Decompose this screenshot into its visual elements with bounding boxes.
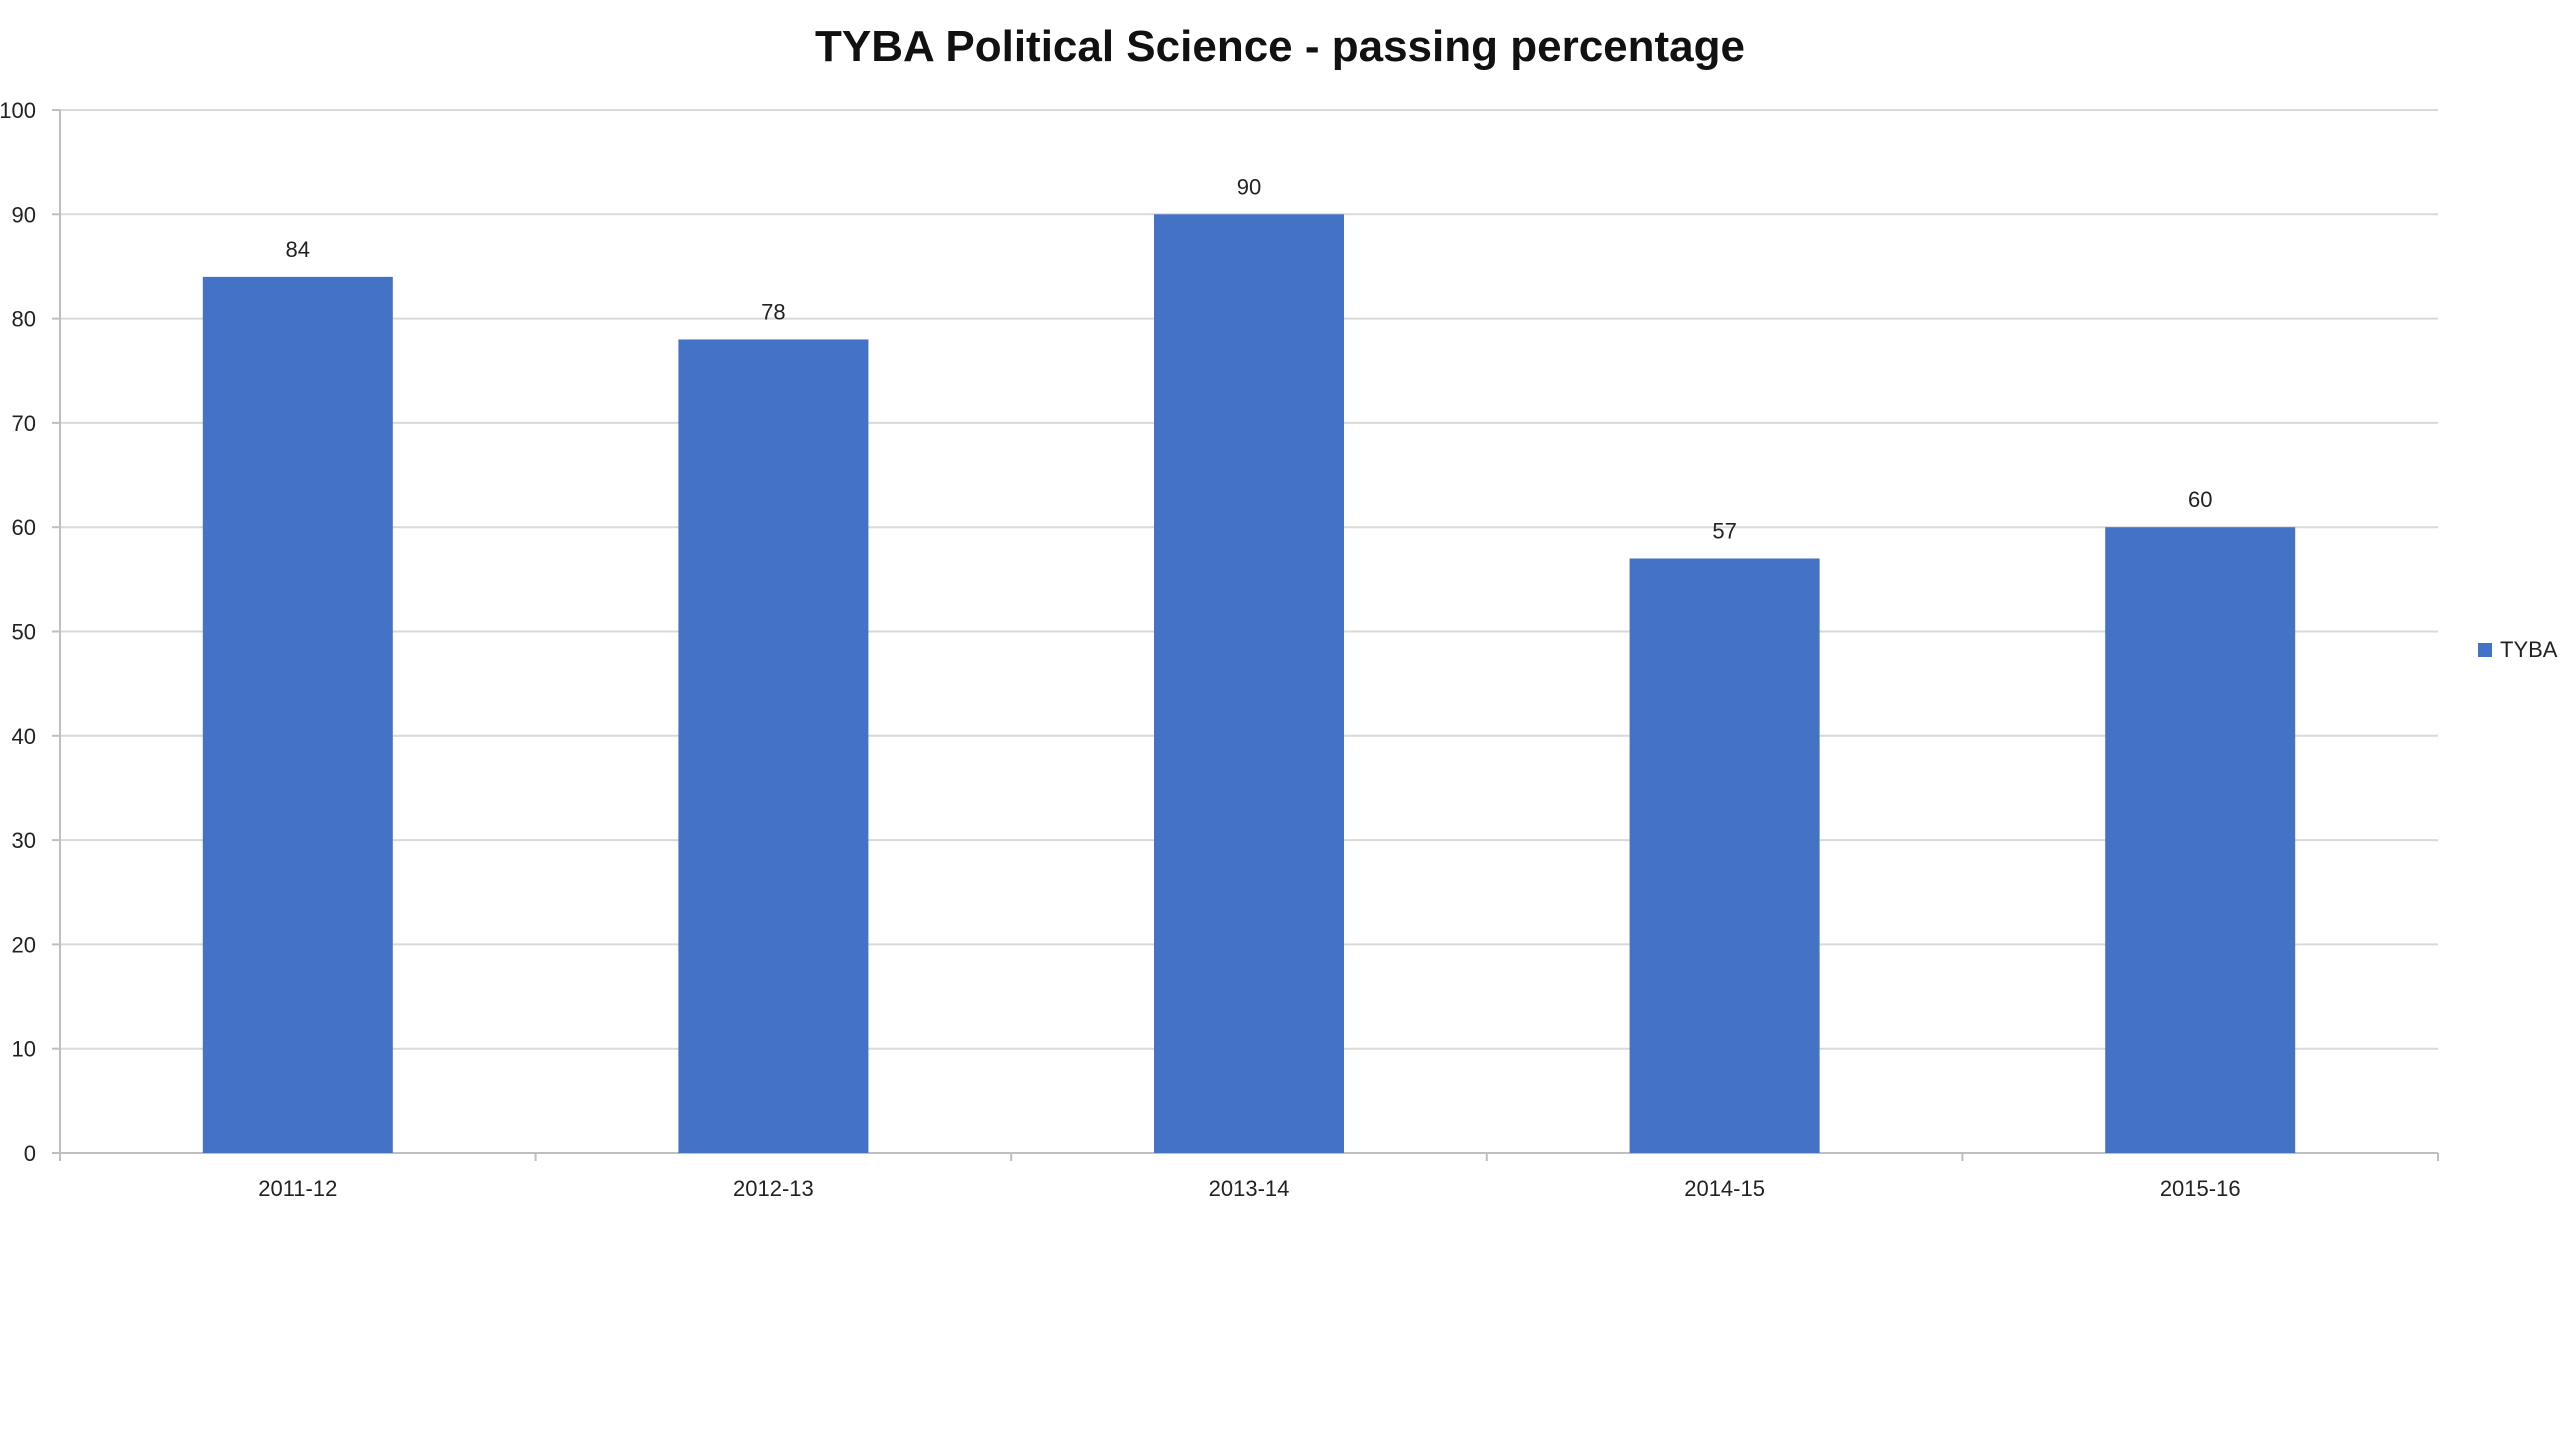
y-tick-label: 20 bbox=[12, 932, 36, 957]
y-tick-label: 10 bbox=[12, 1037, 36, 1062]
x-tick-label: 2012-13 bbox=[733, 1176, 814, 1201]
chart-legend: TYBA bbox=[2478, 637, 2557, 663]
bar bbox=[2105, 527, 2296, 1153]
data-label: 90 bbox=[1237, 174, 1261, 199]
data-label: 84 bbox=[286, 237, 310, 262]
y-tick-label: 40 bbox=[12, 724, 36, 749]
legend-swatch bbox=[2478, 643, 2492, 657]
bar bbox=[1154, 214, 1344, 1154]
legend-label: TYBA bbox=[2500, 637, 2558, 662]
y-tick-label: 100 bbox=[0, 98, 36, 123]
chart-title: TYBA Political Science - passing percent… bbox=[815, 22, 1745, 71]
data-label: 60 bbox=[2188, 487, 2212, 512]
y-tick-label: 90 bbox=[12, 202, 36, 227]
y-tick-label: 30 bbox=[12, 828, 36, 853]
bar bbox=[202, 276, 393, 1153]
y-tick-label: 80 bbox=[12, 307, 36, 332]
bar bbox=[1629, 558, 1820, 1153]
bar bbox=[678, 339, 869, 1154]
y-tick-label: 60 bbox=[12, 515, 36, 540]
data-label: 57 bbox=[1712, 518, 1736, 543]
y-tick-label: 70 bbox=[12, 411, 36, 436]
x-tick-label: 2015-16 bbox=[2160, 1176, 2241, 1201]
data-label: 78 bbox=[761, 299, 785, 324]
x-tick-label: 2011-12 bbox=[258, 1176, 337, 1201]
x-tick-label: 2013-14 bbox=[1209, 1176, 1290, 1201]
y-tick-label: 50 bbox=[12, 620, 36, 645]
y-tick-label: 0 bbox=[24, 1141, 36, 1166]
x-tick-label: 2014-15 bbox=[1684, 1176, 1765, 1201]
